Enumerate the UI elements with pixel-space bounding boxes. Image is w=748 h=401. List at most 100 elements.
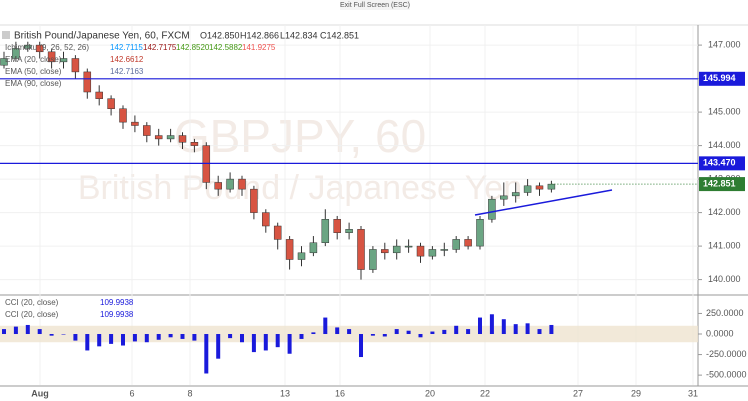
cci-bar — [180, 334, 185, 339]
cci-bar — [2, 329, 6, 335]
cci-bar — [156, 334, 161, 340]
x-tick-label: 13 — [280, 388, 290, 398]
x-tick-label: 22 — [480, 388, 490, 398]
price-badge-label: 143.470 — [703, 158, 736, 168]
cci-bar — [228, 334, 233, 339]
candle-body — [202, 145, 211, 183]
cci-bar — [406, 330, 411, 335]
indicator-name: EMA (90, close) — [5, 79, 62, 88]
x-tick-label: 27 — [573, 388, 583, 398]
indicator-value: 142.7115 — [110, 43, 143, 52]
candle-body — [83, 71, 92, 93]
cci-bar — [347, 329, 352, 335]
candle-body — [440, 249, 449, 251]
indicator-name: EMA (50, close) — [5, 67, 62, 76]
candle-body — [262, 212, 270, 227]
candle-body — [500, 195, 508, 200]
candle-body — [154, 135, 163, 140]
candle-body — [488, 198, 496, 220]
indicator-value: 141.9275 — [242, 43, 276, 52]
candle-body — [119, 108, 127, 123]
candle-body — [12, 48, 20, 59]
cci-bar — [97, 334, 102, 347]
cci-bar — [359, 334, 363, 358]
exit-bar[interactable] — [340, 0, 410, 10]
candle-body — [47, 51, 56, 63]
cci-bar — [323, 317, 328, 335]
cci-bar — [61, 334, 66, 335]
candle-body — [35, 44, 44, 53]
cci-value: 109.9938 — [100, 298, 134, 307]
candle-body — [476, 219, 484, 247]
exit-fullscreen[interactable]: Exit Full Screen (ESC) — [340, 2, 410, 9]
candle-body — [214, 182, 222, 190]
candle-body — [95, 91, 103, 99]
candle-body — [24, 44, 32, 49]
indicator-name: EMA (20, close) — [5, 55, 62, 64]
cci-bar — [251, 334, 256, 353]
cci-value: 109.9938 — [100, 310, 134, 319]
x-tick-label: 16 — [335, 388, 345, 398]
y-tick-label: 250.0000 — [706, 308, 744, 318]
indicator-value: 142.7163 — [110, 67, 144, 76]
price-badge — [699, 177, 745, 192]
indicator-value: 142.8520 — [176, 43, 210, 52]
cci-bar — [299, 334, 304, 339]
y-tick-label: 144.000 — [708, 140, 741, 150]
cci-bar — [537, 329, 542, 335]
candle-body — [309, 242, 318, 254]
y-tick-label: 141.000 — [708, 240, 741, 250]
cci-bar — [311, 332, 316, 335]
candle-body — [547, 183, 556, 190]
indicator-name: Ichimoku (9, 26, 52, 26) — [5, 43, 89, 52]
candle-body — [0, 58, 8, 66]
cci-bar — [73, 334, 78, 341]
cci-bar — [394, 329, 399, 335]
price-badge — [699, 156, 745, 171]
cci-bar — [489, 314, 494, 335]
y-tick-label: 0.0000 — [706, 328, 734, 338]
y-tick-label: 147.000 — [708, 39, 741, 49]
cci-bar — [25, 324, 30, 335]
candle-body — [238, 178, 246, 190]
price-badge-label: 145.994 — [703, 73, 736, 83]
cci-bar — [49, 334, 54, 336]
cci-bar — [240, 334, 244, 343]
candle-body — [131, 121, 139, 126]
candle-body — [273, 225, 282, 240]
x-tick-label: 6 — [129, 388, 134, 398]
y-tick-label: 140.000 — [708, 274, 741, 284]
candle-body — [345, 229, 353, 233]
trend-line[interactable] — [474, 189, 613, 216]
cci-bar — [466, 329, 471, 335]
ohlc-value: H142.866 — [240, 30, 279, 40]
x-tick-label: 8 — [187, 388, 192, 398]
indicator-value: 142.7175 — [143, 43, 177, 52]
cci-bar — [525, 323, 530, 335]
cci-bar — [478, 317, 482, 335]
y-tick-label: 142.000 — [708, 207, 741, 217]
legend: Ichimoku (9, 26, 52, 26) 142.7115 142.7175… — [5, 30, 359, 319]
cci-bar — [501, 319, 506, 335]
y-tick-label: -500.0000 — [706, 370, 747, 380]
candle-body — [416, 245, 425, 257]
cci-bar — [418, 334, 423, 338]
cci-bar — [109, 334, 114, 344]
cci-bar — [513, 324, 518, 335]
indicator-value: 142.6612 — [110, 55, 144, 64]
candle-body — [381, 249, 389, 254]
cci-bar — [132, 334, 137, 342]
candle-body — [178, 135, 187, 143]
cci-bar — [275, 334, 280, 348]
candle-body — [511, 192, 520, 197]
watermark: GBPJPY, 60 — [174, 110, 426, 162]
symbol-icon[interactable] — [2, 31, 10, 39]
candle-body — [59, 58, 68, 63]
cci-bar — [192, 334, 197, 341]
candle-body — [369, 249, 377, 270]
candle-body — [392, 245, 401, 254]
candle-body — [523, 185, 532, 193]
x-tick-label: 31 — [688, 388, 698, 398]
x-tick-label: 29 — [631, 388, 641, 398]
